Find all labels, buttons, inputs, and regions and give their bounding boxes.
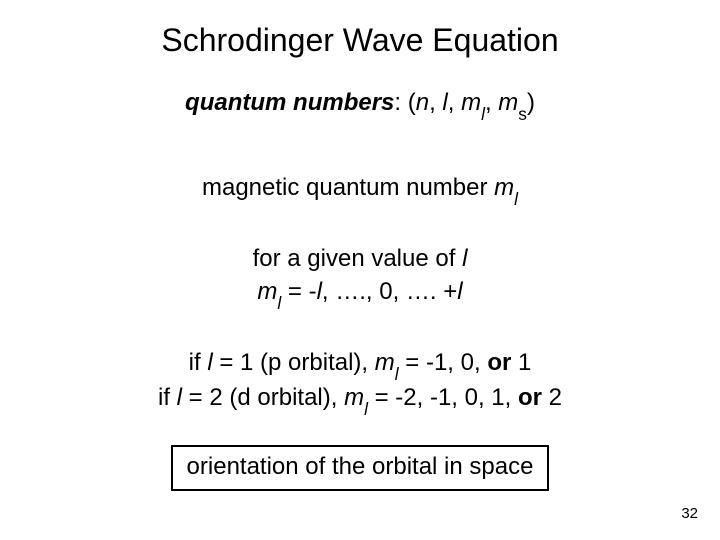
qn-close: ): [527, 89, 535, 116]
range-mid: , …., 0, …. +: [322, 278, 457, 305]
qn-c3: ,: [485, 89, 498, 116]
if-l2-line: if l = 2 (d orbital), ml = -2, -1, 0, 1,…: [0, 382, 720, 417]
range-eq: = -: [281, 278, 316, 305]
range-line: ml = -l, …., 0, …. +l: [0, 276, 720, 311]
if1-sub: l: [395, 364, 399, 384]
if2-sub: l: [364, 399, 368, 419]
qn-c1: ,: [429, 89, 442, 116]
mag-sub: l: [514, 189, 518, 209]
examples-block: if l = 1 (p orbital), ml = -1, 0, or 1 i…: [0, 347, 720, 417]
if2-mid2: = -2, -1, 0, 1,: [368, 384, 518, 411]
mag-m: m: [494, 174, 514, 201]
quantum-numbers-line: quantum numbers: (n, l, ml, ms): [0, 87, 720, 122]
qn-c2: ,: [448, 89, 461, 116]
magnetic-number-line: magnetic quantum number ml: [0, 172, 720, 207]
given-pre: for a given value of: [253, 245, 462, 272]
range-l2: l: [457, 278, 462, 305]
if1-or: or: [487, 349, 511, 376]
given-l: l: [462, 245, 467, 272]
if1-m: m: [375, 349, 395, 376]
if1-mid2: = -1, 0,: [399, 349, 488, 376]
range-m: m: [257, 278, 277, 305]
if2-mid1: = 2 (d orbital),: [182, 384, 344, 411]
if2-or: or: [518, 384, 542, 411]
qn-n: n: [416, 89, 429, 116]
qn-m1: m: [461, 89, 481, 116]
slide: Schrodinger Wave Equation quantum number…: [0, 0, 720, 540]
mag-pre: magnetic quantum number: [202, 174, 494, 201]
given-value-block: for a given value of l ml = -l, …., 0, ……: [0, 243, 720, 311]
qn-sub-l: l: [481, 104, 485, 124]
given-value-line: for a given value of l: [0, 243, 720, 275]
if1-mid1: = 1 (p orbital),: [213, 349, 375, 376]
page-number: 32: [681, 505, 698, 522]
if2-end: 2: [542, 384, 562, 411]
if1-pre: if: [189, 349, 208, 376]
slide-title: Schrodinger Wave Equation: [0, 22, 720, 59]
qn-sub-s: s: [518, 104, 527, 124]
qn-m2: m: [498, 89, 518, 116]
if2-pre: if: [158, 384, 177, 411]
if-l1-line: if l = 1 (p orbital), ml = -1, 0, or 1: [0, 347, 720, 382]
if2-m: m: [344, 384, 364, 411]
boxed-wrap: orientation of the orbital in space: [0, 445, 720, 491]
qn-open: : (: [394, 89, 415, 116]
qn-label: quantum numbers: [185, 89, 394, 116]
if1-end: 1: [511, 349, 531, 376]
boxed-summary: orientation of the orbital in space: [171, 445, 550, 491]
range-sub: l: [277, 293, 281, 313]
